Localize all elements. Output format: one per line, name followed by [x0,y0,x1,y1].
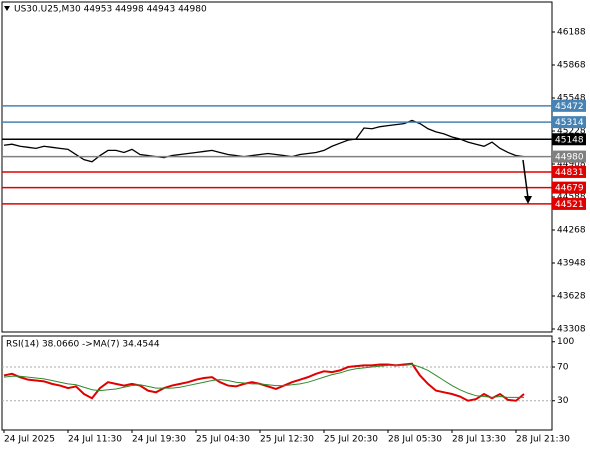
arrow-head [524,196,532,204]
y-tick-label: 100 [557,337,574,347]
main-panel [1,1,553,333]
price-line [3,119,525,163]
rsi-panel [1,335,553,431]
level-label: 44831 [555,168,584,178]
x-tick-label: 28 Jul 21:30 [516,435,570,445]
y-tick-label: 70 [557,363,569,373]
rsi-title: RSI(14) 38.0660 ->MA(7) 34.4544 [6,340,160,350]
x-tick-label: 24 Jul 2025 [4,435,55,445]
y-tick-label: 44588 [557,193,586,203]
x-tick-label: 28 Jul 13:30 [452,435,506,445]
level-label-box [552,181,586,194]
level-label: 44980 [555,153,584,163]
chart-title: US30.U25,M30 44953 44998 44943 44980 [14,5,207,15]
x-tick-label: 25 Jul 20:30 [324,435,378,445]
level-label: 45148 [555,135,584,145]
x-tick-label: 28 Jul 05:30 [388,435,442,445]
y-tick-label: 43308 [557,325,586,335]
y-tick-label: 44908 [557,160,586,170]
y-tick-label: 44268 [557,226,586,236]
rsi-line [3,362,525,402]
y-tick-label: 43628 [557,292,586,302]
x-tick-label: 24 Jul 11:30 [68,435,122,445]
level-label: 45472 [555,102,584,112]
level-label-box [552,197,586,210]
x-tick-label: 24 Jul 19:30 [132,435,186,445]
y-tick-label: 45868 [557,61,586,71]
level-label-box [552,133,586,146]
arrow-shaft [522,159,529,199]
level-label: 44679 [555,184,584,194]
level-label: 44521 [555,200,584,210]
level-label-box [552,165,586,178]
level-label-box [552,116,586,129]
x-tick-label: 25 Jul 04:30 [196,435,250,445]
y-tick-label: 45228 [557,127,586,137]
rsi-line [3,363,524,398]
level-label: 45314 [555,118,584,128]
y-tick-label: 30 [557,396,569,406]
level-label-box [552,99,586,112]
level-label-box [552,150,586,163]
dropdown-icon [4,6,10,11]
y-tick-label: 45548 [557,94,586,104]
x-tick-label: 25 Jul 12:30 [260,435,314,445]
y-tick-label: 43948 [557,259,586,269]
y-tick-label: 46188 [557,28,586,38]
